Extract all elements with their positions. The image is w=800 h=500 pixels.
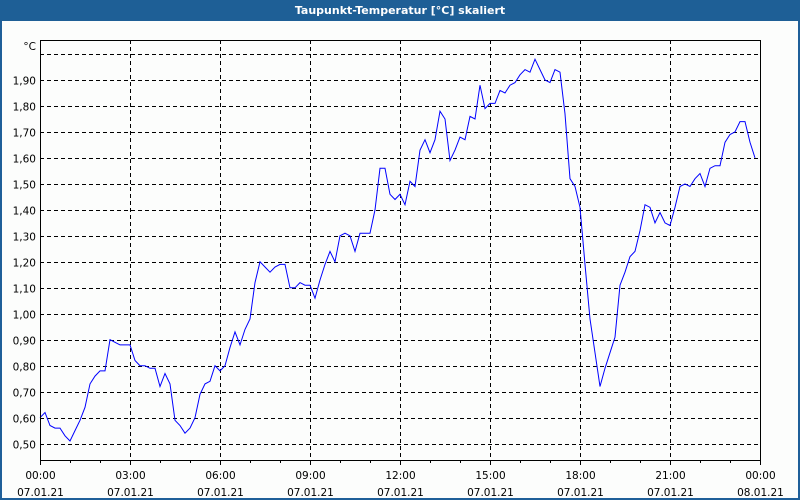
y-tick-label: 0,90 — [13, 336, 36, 348]
y-axis-unit-label: °C — [23, 41, 36, 53]
x-tick-time-label: 21:00 — [655, 470, 685, 482]
window-title: Taupunkt-Temperatur [°C] skaliert — [0, 0, 800, 21]
y-tick-label: 1,90 — [13, 76, 36, 88]
x-tick-date-label: 07.01.21 — [467, 487, 514, 499]
x-tick-date-label: 07.01.21 — [287, 487, 334, 499]
x-tick-time-label: 18:00 — [565, 470, 595, 482]
x-tick-date-label: 07.01.21 — [647, 487, 694, 499]
x-tick-time-label: 00:00 — [745, 470, 775, 482]
x-tick-date-label: 07.01.21 — [107, 487, 154, 499]
x-axis: 00:00 07.01.21 03:00 07.01.21 06:00 07.01.21 0… — [17, 460, 784, 499]
x-tick-time-label: 12:00 — [385, 470, 415, 482]
y-tick-label: 1,10 — [13, 284, 36, 296]
series-line — [39, 57, 756, 442]
y-tick-label: 1,80 — [13, 102, 36, 114]
x-tick-date-label: 08.01.21 — [737, 487, 784, 499]
y-tick-label: 1,00 — [13, 310, 36, 322]
y-tick-label: 0,60 — [13, 414, 36, 426]
plot-frame — [40, 40, 761, 461]
x-tick-date-label: 07.01.21 — [377, 487, 424, 499]
y-tick-label: 1,40 — [13, 206, 36, 218]
x-tick-time-label: 15:00 — [475, 470, 505, 482]
y-tick-label: 1,50 — [13, 180, 36, 192]
y-tick-label: 0,70 — [13, 388, 36, 400]
y-tick-label: 1,20 — [13, 258, 36, 270]
y-axis: 0,50 0,60 0,70 0,80 0,90 1,00 1,10 1,20 1,30 1,40… — [13, 76, 36, 452]
y-tick-label: 1,30 — [13, 232, 36, 244]
x-tick-time-label: 06:00 — [205, 470, 235, 482]
y-tick-label: 0,80 — [13, 362, 36, 374]
x-tick-time-label: 09:00 — [295, 470, 325, 482]
y-tick-label: 1,70 — [13, 128, 36, 140]
y-tick-label: 0,50 — [13, 440, 36, 452]
y-tick-label: 1,60 — [13, 154, 36, 166]
x-tick-date-label: 07.01.21 — [557, 487, 604, 499]
x-tick-date-label: 07.01.21 — [197, 487, 244, 499]
x-tick-time-label: 03:00 — [115, 470, 145, 482]
grid-lines — [40, 40, 760, 460]
x-tick-date-label: 07.01.21 — [17, 487, 64, 499]
x-tick-time-label: 00:00 — [25, 470, 55, 482]
